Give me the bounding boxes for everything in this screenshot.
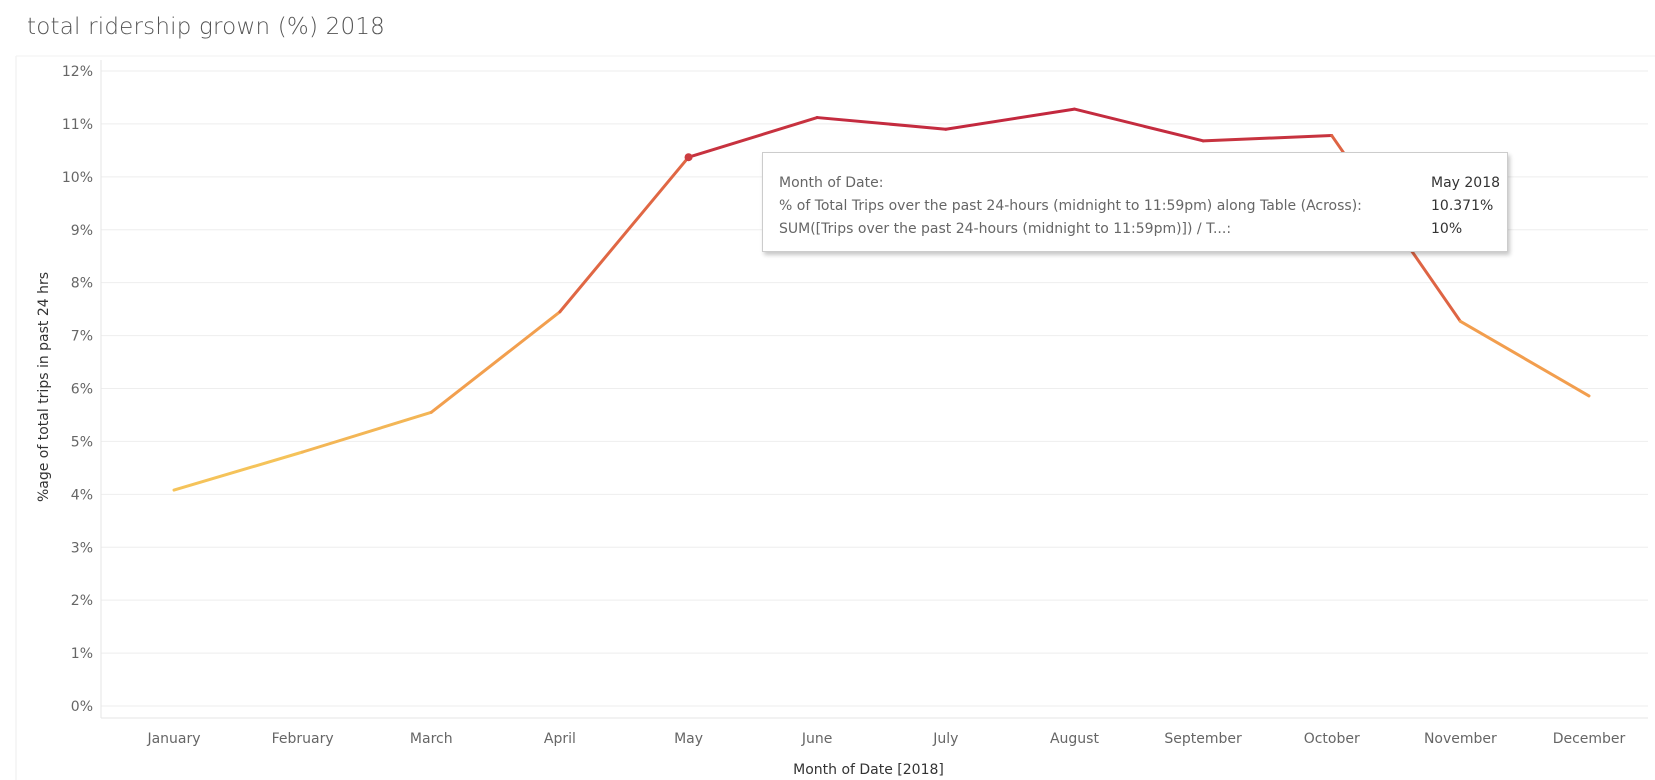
data-point-november[interactable] <box>1457 318 1463 324</box>
data-point-february[interactable] <box>300 449 306 455</box>
y-tick-label: 7% <box>71 329 93 345</box>
y-tick-label: 6% <box>71 382 93 398</box>
tooltip-label-month: Month of Date: <box>779 175 884 191</box>
x-tick-label-february: February <box>272 731 334 747</box>
line-segment-august-september <box>1072 107 1205 143</box>
line-segment-april-may <box>558 155 691 314</box>
x-tick-label-may: May <box>674 731 703 747</box>
chart-title: total ridership grown (%) 2018 <box>27 14 385 40</box>
x-tick-label-april: April <box>544 731 576 747</box>
data-point-march[interactable] <box>428 409 434 415</box>
line-segment-september-october <box>1201 134 1334 143</box>
x-tick-label-july: July <box>932 731 958 747</box>
y-tick-label: 0% <box>71 699 93 715</box>
x-tick-label-december: December <box>1553 731 1626 747</box>
y-axis-title: %age of total trips in past 24 hrs <box>36 272 52 502</box>
y-tick-label: 9% <box>71 223 93 239</box>
y-tick-label: 11% <box>62 117 93 133</box>
data-point-august[interactable] <box>1071 106 1077 112</box>
tooltip-label-sum-ratio: SUM([Trips over the past 24-hours (midni… <box>779 221 1232 237</box>
tooltip-value-sum-ratio: 10% <box>1431 221 1463 237</box>
x-tick-label-march: March <box>410 731 453 747</box>
tooltip-value-percent-total: 10.371% <box>1431 198 1494 214</box>
y-tick-label: 4% <box>71 487 93 503</box>
x-tick-label-june: June <box>801 731 833 747</box>
y-axis-ticks: 0% 1% 2% 3% 4% 5% 6% 7% 8% 9% 10% 11% 12% <box>62 64 93 715</box>
x-tick-label-august: August <box>1050 731 1100 747</box>
x-axis-title: Month of Date [2018] <box>793 762 944 778</box>
data-point-october[interactable] <box>1329 133 1335 139</box>
y-tick-label: 3% <box>71 540 93 556</box>
line-segment-march-april <box>429 310 562 414</box>
line-segment-november-december <box>1458 319 1591 398</box>
line-segment-february-march <box>301 410 433 454</box>
line-segment-may-june <box>687 116 819 159</box>
y-tick-label: 2% <box>71 593 93 609</box>
y-tick-label: 10% <box>62 170 93 186</box>
data-point-may[interactable] <box>684 153 693 162</box>
data-point-january[interactable] <box>171 487 177 493</box>
y-tick-label: 5% <box>71 434 93 450</box>
tooltip-row-sum-ratio: SUM([Trips over the past 24-hours (midni… <box>779 218 1491 241</box>
x-axis-ticks: January February March April May June July Augu… <box>146 731 1625 747</box>
axis-frame <box>15 55 1655 780</box>
data-point-september[interactable] <box>1200 138 1206 144</box>
y-tick-label: 1% <box>71 646 93 662</box>
line-segment-july-august <box>944 107 1076 131</box>
data-point-june[interactable] <box>814 115 820 121</box>
x-tick-label-january: January <box>146 731 200 747</box>
x-tick-label-september: September <box>1164 731 1242 747</box>
y-tick-label: 8% <box>71 276 93 292</box>
line-segment-june-july <box>815 116 948 131</box>
x-tick-label-october: October <box>1304 731 1360 747</box>
tooltip-row-percent-total: % of Total Trips over the past 24-hours … <box>779 195 1494 218</box>
tooltip-label-percent-total: % of Total Trips over the past 24-hours … <box>779 198 1362 214</box>
line-segment-january-february <box>172 450 305 492</box>
tooltip: Month of Date: May 2018 % of Total Trips… <box>762 152 1508 252</box>
data-point-july[interactable] <box>943 126 949 132</box>
tooltip-row-month: Month of Date: May 2018 <box>779 172 1500 195</box>
tooltip-value-month: May 2018 <box>1431 175 1501 191</box>
x-tick-label-november: November <box>1424 731 1497 747</box>
data-point-april[interactable] <box>557 309 563 315</box>
data-point-december[interactable] <box>1586 393 1592 399</box>
series-points <box>171 106 1592 493</box>
y-tick-label: 12% <box>62 64 93 80</box>
